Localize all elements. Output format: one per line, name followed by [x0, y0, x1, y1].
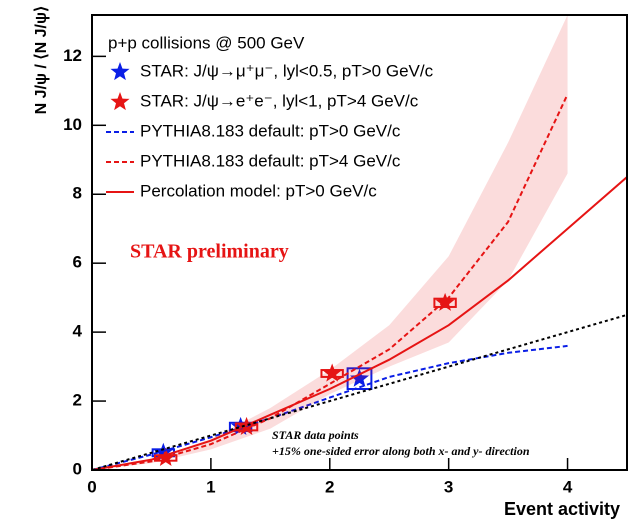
- plot-area: [92, 15, 627, 470]
- data-point: [349, 368, 370, 387]
- line: [92, 176, 627, 470]
- annotation: STAR preliminary: [130, 241, 289, 263]
- frame: [91, 14, 628, 471]
- y-axis-label: N J/ψ / ⟨N J/ψ⟩: [33, 6, 50, 115]
- y-tick-label: 8: [73, 184, 82, 203]
- y-tick-label: 2: [73, 391, 82, 410]
- data-point: [322, 363, 342, 382]
- legend-label: Percolation model: pT>0 GeV/c: [140, 181, 377, 200]
- legend-label: PYTHIA8.183 default: pT>0 GeV/c: [140, 121, 401, 140]
- x-tick-label: 4: [563, 477, 573, 496]
- x-tick-label: 2: [325, 477, 334, 496]
- annotation: STAR data points: [272, 428, 359, 442]
- annotation: +15% one-sided error along both x- and y…: [272, 444, 530, 458]
- line: [92, 93, 569, 470]
- legend-label: PYTHIA8.183 default: pT>4 GeV/c: [140, 151, 401, 170]
- line: [92, 313, 627, 470]
- y-tick-label: 10: [63, 115, 82, 134]
- x-tick-label: 3: [444, 477, 453, 496]
- x-tick-label: 1: [206, 477, 215, 496]
- legend-marker: [110, 92, 130, 111]
- x-tick-label: 0: [87, 477, 96, 496]
- legend-label: STAR: J/ψ→μ⁺μ⁻, lyl<0.5, pT>0 GeV/c: [140, 61, 434, 80]
- y-tick-label: 12: [63, 46, 82, 65]
- legend-label: STAR: J/ψ→e⁺e⁻, lyl<1, pT>4 GeV/c: [140, 91, 419, 110]
- y-tick-label: 6: [73, 253, 82, 272]
- error-box: [346, 367, 373, 390]
- legend-title: p+p collisions @ 500 GeV: [108, 33, 305, 52]
- y-tick-label: 0: [73, 459, 82, 478]
- data-point: [435, 292, 455, 311]
- y-tick-label: 4: [73, 322, 83, 341]
- line: [92, 344, 568, 470]
- band: [92, 15, 568, 470]
- legend-marker: [110, 62, 130, 81]
- x-axis-label: Event activity: [504, 499, 620, 519]
